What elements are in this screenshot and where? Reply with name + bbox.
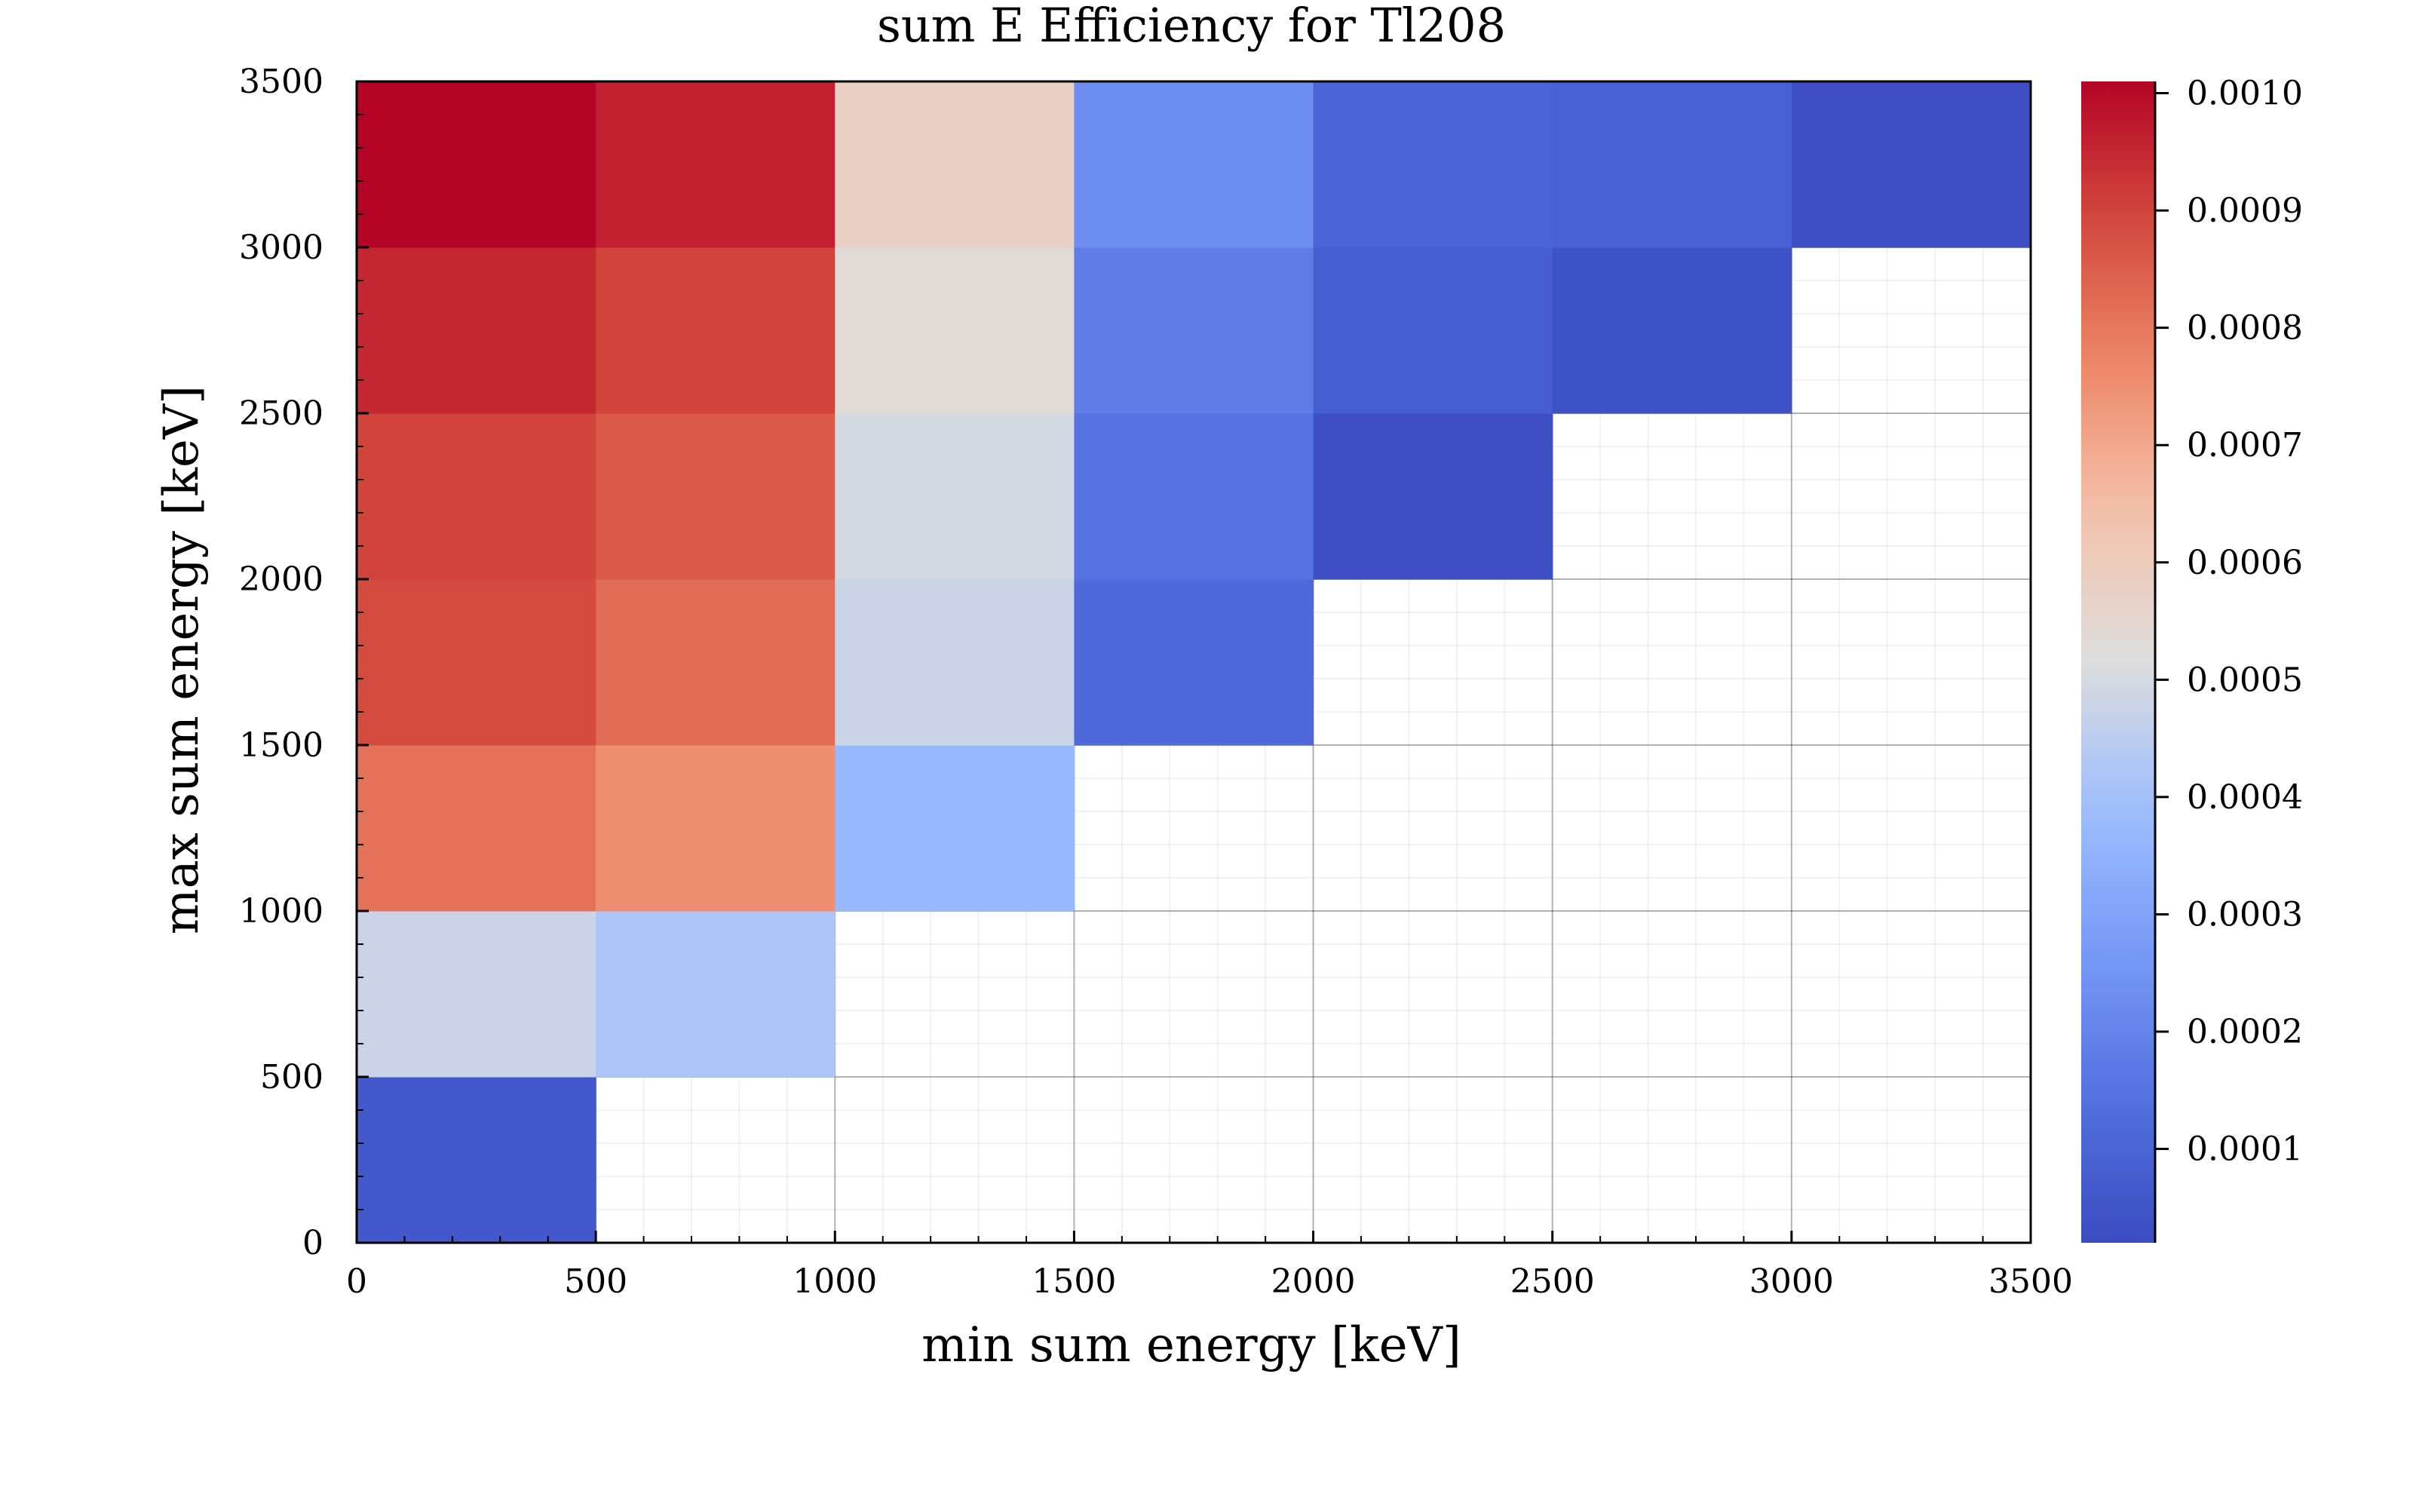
y-tick-label: 3000 — [239, 228, 323, 267]
heatmap-cell — [835, 81, 1075, 248]
colorbar-tick-label: 0.0003 — [2187, 895, 2303, 934]
heatmap-cell — [596, 81, 836, 248]
heatmap-cell — [357, 81, 596, 248]
plot-frame — [355, 80, 2032, 1244]
colorbar-tick-label: 0.0004 — [2187, 778, 2303, 817]
heatmap-cell — [835, 745, 1075, 912]
colorbar-tick-label: 0.0007 — [2187, 426, 2303, 465]
y-tick-label: 2500 — [239, 394, 323, 433]
heatmap-cell — [1074, 579, 1314, 746]
colorbar-ticks: 0.0001 0.0002 0.0003 0.0004 0.0005 0.0006 0.00… — [2155, 75, 2303, 1169]
x-tick-label: 2000 — [1271, 1262, 1356, 1301]
heatmap-cell — [835, 413, 1075, 580]
y-axis-label: max sum energy [keV] — [154, 385, 210, 934]
y-tick-label: 500 — [260, 1058, 323, 1096]
x-tick-label: 2500 — [1510, 1262, 1595, 1301]
heatmap-cell — [1791, 81, 2031, 248]
heatmap-cells — [357, 81, 2031, 1244]
y-tick-label: 1000 — [239, 892, 323, 931]
heatmap-cell — [835, 247, 1075, 414]
x-axis-label: min sum energy [keV] — [921, 1317, 1461, 1373]
x-tick-label: 3500 — [1988, 1262, 2073, 1301]
heatmap-cell — [357, 247, 596, 414]
y-tick-label: 2000 — [239, 560, 323, 599]
heatmap-cell — [1074, 247, 1314, 414]
y-tick-label: 0 — [302, 1224, 323, 1262]
colorbar-tick-label: 0.0002 — [2187, 1013, 2303, 1051]
colorbar-tick-label: 0.0001 — [2187, 1130, 2303, 1169]
heatmap-cell — [357, 579, 596, 746]
heatmap-cell — [1313, 81, 1553, 248]
x-axis-ticks: 0 500 1000 1500 2000 2500 3000 3500 — [346, 1231, 2073, 1301]
heatmap-cell — [1552, 81, 1792, 248]
colorbar-tick-label: 0.0009 — [2187, 192, 2303, 230]
x-tick-label: 1500 — [1032, 1262, 1116, 1301]
y-axis-ticks: 0 500 1000 1500 2000 2500 3000 3500 — [239, 63, 369, 1262]
heatmap-cell — [1074, 413, 1314, 580]
heatmap-cell — [596, 247, 836, 414]
heatmap-cell — [1074, 81, 1314, 248]
heatmap-cell — [357, 1077, 596, 1244]
colorbar-tick-label: 0.0008 — [2187, 309, 2303, 348]
y-tick-label: 3500 — [239, 63, 323, 101]
y-tick-label: 1500 — [239, 726, 323, 765]
heatmap-cell — [596, 413, 836, 580]
colorbar-tick-label: 0.0010 — [2187, 75, 2303, 113]
heatmap-cell — [1552, 247, 1792, 414]
heatmap-cell — [835, 579, 1075, 746]
heatmap-cell — [357, 413, 596, 580]
x-tick-label: 500 — [564, 1262, 627, 1301]
x-tick-label: 0 — [346, 1262, 367, 1301]
heatmap-cell — [357, 745, 596, 912]
heatmap-cell — [1313, 413, 1553, 580]
heatmap-cell — [357, 911, 596, 1078]
x-tick-label: 3000 — [1749, 1262, 1834, 1301]
heatmap-cell — [596, 745, 836, 912]
colorbar-tick-label: 0.0005 — [2187, 661, 2303, 699]
colorbar-tick-label: 0.0006 — [2187, 544, 2303, 582]
x-tick-label: 1000 — [793, 1262, 877, 1301]
heatmap-cell — [1313, 247, 1553, 414]
heatmap-cell — [596, 579, 836, 746]
colorbar — [2081, 81, 2155, 1243]
heatmap-cell — [596, 911, 836, 1078]
chart-title: sum E Efficiency for Tl208 — [877, 0, 1506, 53]
